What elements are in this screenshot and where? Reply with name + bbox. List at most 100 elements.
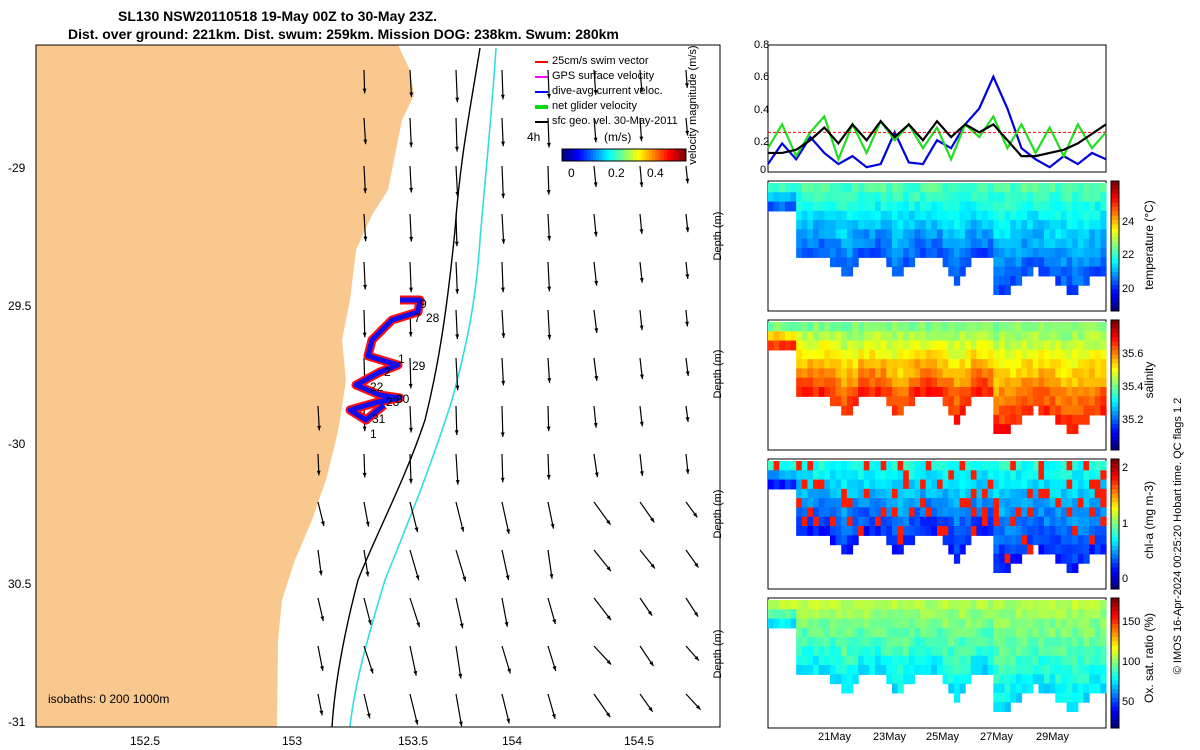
section-cell — [931, 183, 938, 193]
section-cell — [1083, 331, 1090, 342]
section-cell — [903, 349, 910, 360]
section-cell — [1010, 405, 1017, 416]
section-cell — [796, 229, 803, 240]
section-cell — [908, 257, 916, 268]
section-cell — [1100, 600, 1107, 610]
section-cell — [897, 535, 904, 546]
section-cell — [880, 470, 887, 481]
section-colorbar-cell — [1111, 545, 1119, 551]
section-cell — [1010, 349, 1017, 360]
section-cell — [1044, 646, 1051, 657]
section-cell — [858, 470, 865, 481]
section-cell — [970, 368, 978, 379]
section-cell — [998, 674, 1006, 685]
section-cell — [976, 368, 983, 379]
section-cell — [891, 359, 899, 370]
cb-tick: 100 — [1122, 656, 1141, 668]
section-cell — [835, 368, 842, 379]
section-cell — [937, 220, 944, 231]
section-cell — [875, 183, 882, 193]
section-cell — [1004, 674, 1011, 685]
section-cell — [982, 322, 989, 332]
section-cell — [1049, 322, 1056, 332]
section-cell — [813, 322, 820, 332]
section-cell — [976, 359, 983, 370]
section-cell — [920, 488, 927, 499]
day-label: 2 — [384, 365, 391, 379]
section-cell — [925, 479, 932, 490]
section-cell — [976, 507, 983, 518]
section-cell — [1100, 627, 1107, 638]
section-cell — [1094, 498, 1101, 509]
section-cell — [835, 322, 842, 332]
section-cell — [818, 377, 825, 388]
section-cell — [790, 618, 797, 629]
section-cell — [931, 526, 938, 536]
section-cell — [1100, 674, 1107, 685]
section-cell — [1027, 470, 1034, 481]
velocity-arrow-head — [362, 426, 367, 432]
section-cell — [1089, 507, 1096, 518]
section-cell — [920, 637, 927, 648]
velocity-arrow-head — [639, 325, 644, 331]
section-cell — [1021, 368, 1028, 379]
section-cell — [863, 349, 870, 360]
section-cell — [852, 655, 859, 666]
section-cell — [1021, 183, 1028, 193]
section-cell — [908, 359, 916, 370]
section-cell — [846, 201, 854, 212]
section-cell — [998, 627, 1006, 638]
section-cell — [869, 470, 876, 481]
section-cell — [959, 600, 966, 610]
section-cell — [796, 637, 803, 648]
section-cell — [1038, 322, 1045, 332]
section-cell — [1055, 600, 1062, 610]
section-cell — [1089, 674, 1096, 685]
section-cell — [1021, 248, 1028, 258]
section-cell — [824, 488, 831, 499]
section-cell — [942, 322, 949, 332]
section-cell — [841, 183, 848, 193]
section-cell — [965, 479, 972, 490]
section-cell — [959, 544, 966, 555]
section-cell — [818, 322, 825, 332]
section-cell — [1083, 516, 1090, 527]
section-cell — [875, 220, 882, 231]
section-cell — [1004, 257, 1011, 268]
section-cell — [1072, 275, 1079, 286]
section-cell — [998, 461, 1006, 471]
section-cell — [993, 257, 1000, 268]
section-cell — [880, 507, 887, 518]
section-cell — [835, 183, 842, 193]
section-cell — [959, 322, 966, 332]
section-cell — [807, 331, 814, 342]
section-cell — [1072, 414, 1079, 425]
section-cell — [970, 470, 978, 481]
section-cell — [931, 238, 938, 249]
section-cell — [1027, 266, 1034, 277]
section-cell — [886, 210, 893, 221]
section-cell — [1004, 516, 1011, 527]
section-cell — [948, 516, 955, 527]
lat-tick: -29 — [8, 161, 26, 175]
section-cell — [880, 526, 887, 536]
section-cell — [959, 488, 966, 499]
section-cell — [920, 461, 927, 471]
section-cell — [886, 201, 893, 212]
section-cell — [970, 340, 978, 351]
section-cell — [875, 609, 882, 620]
section-colorbar-cell — [1111, 367, 1119, 373]
section-cell — [841, 488, 848, 499]
colorbar-tick: 0 — [568, 166, 575, 180]
section-cell — [1021, 600, 1028, 610]
section-cell — [908, 238, 916, 249]
section-cell — [801, 387, 809, 397]
section-cell — [903, 359, 910, 370]
section-cell — [1038, 674, 1045, 685]
section-cell — [1066, 322, 1073, 332]
section-cell — [818, 238, 825, 249]
section-cell — [987, 498, 994, 509]
velocity-arrow — [547, 261, 551, 292]
section-cell — [824, 627, 831, 638]
section-cell — [1072, 702, 1079, 713]
